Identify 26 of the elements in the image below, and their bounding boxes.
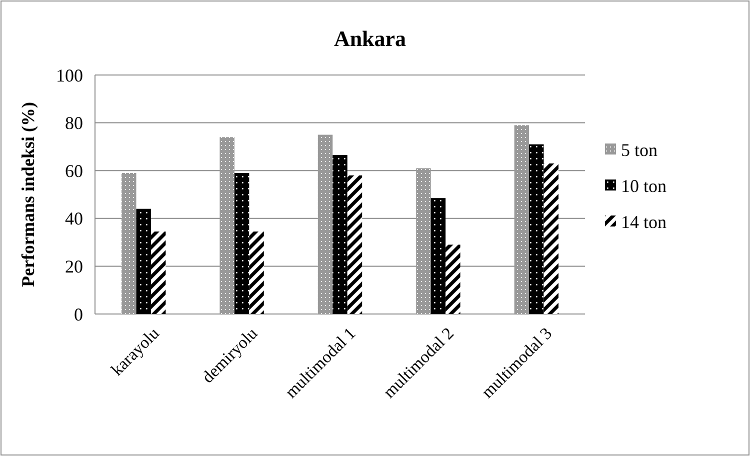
- chart-title: Ankara: [334, 26, 406, 51]
- bar: [122, 172, 136, 314]
- bar: [514, 125, 530, 314]
- bar: [430, 198, 446, 314]
- y-axis-title: Performans indeksi (%): [18, 102, 38, 287]
- legend-label: 14 ton: [621, 212, 667, 232]
- bar: [416, 168, 431, 314]
- legend-label: 5 ton: [621, 140, 658, 160]
- bar: [446, 244, 460, 314]
- y-tick-label: 80: [65, 113, 83, 134]
- bar: [150, 232, 166, 314]
- y-tick-label: 100: [56, 65, 83, 86]
- y-tick-label: 40: [65, 208, 83, 229]
- bar: [136, 208, 151, 314]
- y-tick-label: 0: [74, 304, 83, 324]
- bar: [249, 232, 264, 314]
- bar: [234, 172, 250, 314]
- bar: [318, 134, 333, 314]
- bar: [544, 163, 558, 314]
- y-tick-label: 20: [65, 256, 83, 276]
- bar: [529, 144, 544, 314]
- legend-label: 10 ton: [621, 176, 667, 196]
- bar: [347, 175, 362, 314]
- y-tick-label: 60: [65, 160, 83, 181]
- bar: [220, 137, 234, 314]
- bar: [332, 155, 348, 314]
